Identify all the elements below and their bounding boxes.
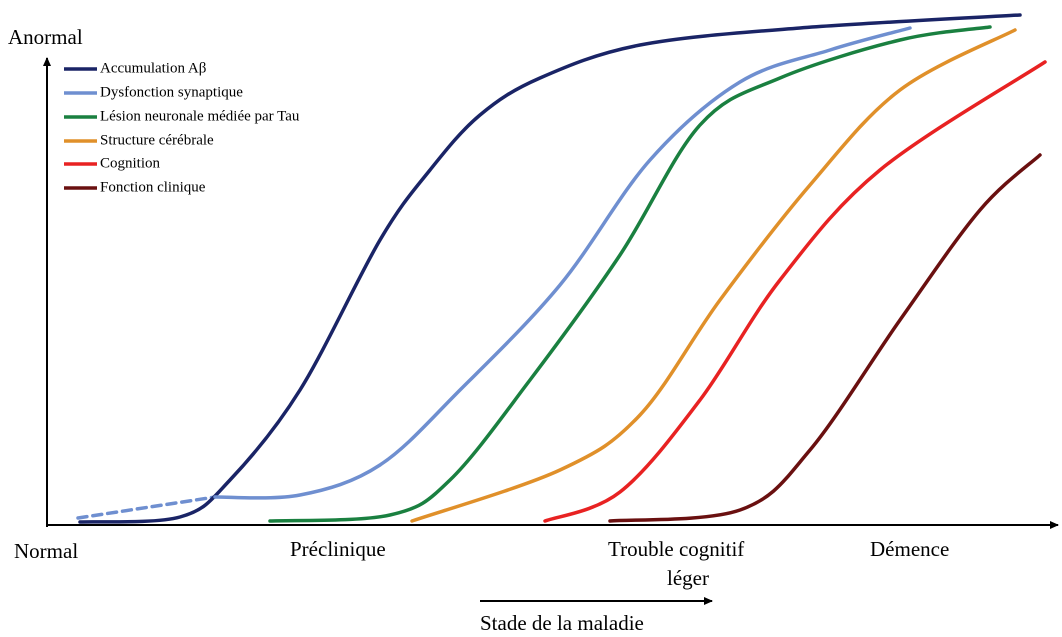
x-axis-title: Stade de la maladie xyxy=(480,611,644,635)
curve-abeta xyxy=(78,13,1022,524)
legend: Accumulation Aβ Dysfonction synaptique L… xyxy=(64,60,300,195)
legend-entry: Dysfonction synaptique xyxy=(100,84,243,100)
y-axis-label: Anormal xyxy=(8,25,83,49)
x-label: Préclinique xyxy=(290,537,386,561)
curve-structure xyxy=(410,28,1017,523)
synaptic-dashed xyxy=(76,495,217,520)
curve-clinical xyxy=(608,153,1042,523)
legend-entry: Structure cérébrale xyxy=(100,132,214,148)
curve-cognition xyxy=(543,60,1047,523)
legend-entry: Accumulation Aβ xyxy=(100,60,206,76)
x-label: Démence xyxy=(870,537,949,561)
curve-tau xyxy=(268,25,992,523)
x-label: léger xyxy=(667,566,709,590)
legend-entry: Lésion neuronale médiée par Tau xyxy=(100,108,300,124)
legend-entry: Fonction clinique xyxy=(100,179,206,195)
legend-entry: Cognition xyxy=(100,155,161,171)
x-label: Trouble cognitif xyxy=(608,537,744,561)
curve-synaptic xyxy=(213,26,912,500)
x-label: Normal xyxy=(14,539,78,563)
